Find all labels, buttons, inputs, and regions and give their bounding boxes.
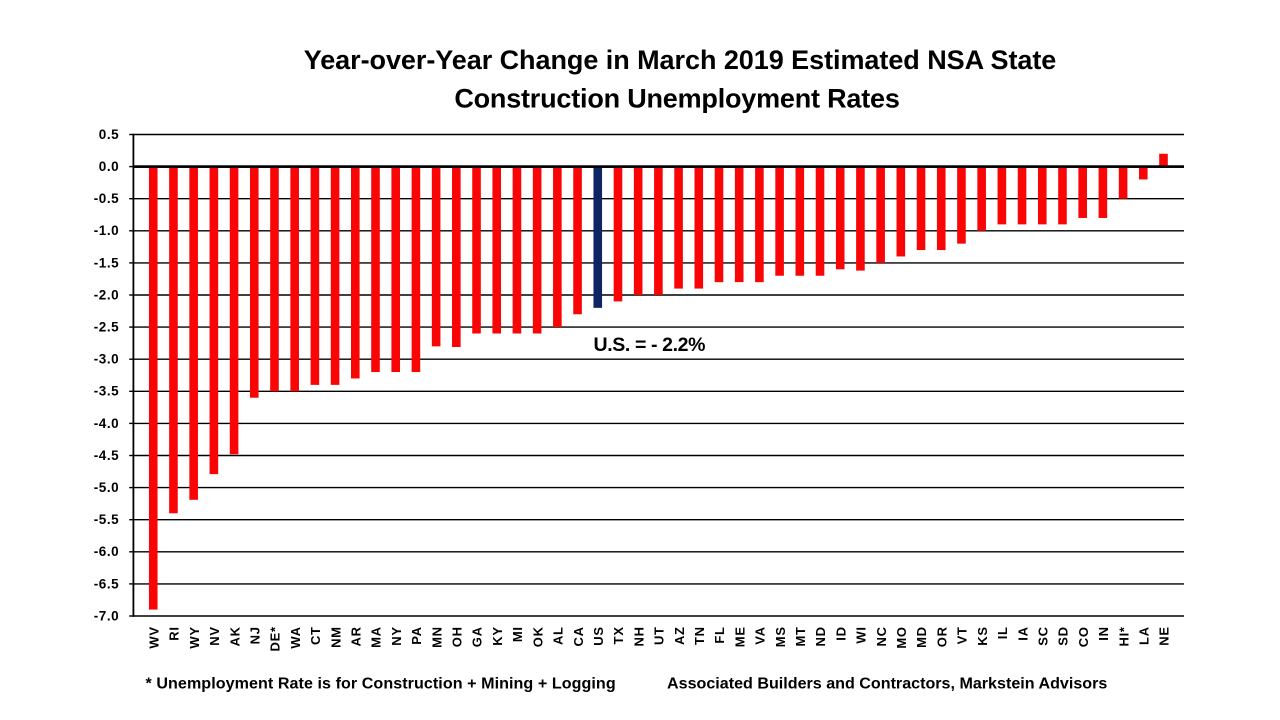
svg-text:NE: NE: [1157, 626, 1172, 645]
svg-text:IA: IA: [1015, 626, 1030, 640]
svg-text:FL: FL: [712, 626, 727, 643]
svg-text:PA: PA: [409, 626, 424, 645]
svg-text:NJ: NJ: [247, 626, 262, 644]
svg-text:OH: OH: [450, 626, 465, 647]
svg-text:MT: MT: [793, 626, 808, 646]
svg-text:Construction Unemployment Rate: Construction Unemployment Rates: [454, 84, 899, 114]
svg-text:SD: SD: [1056, 626, 1071, 645]
svg-text:VA: VA: [753, 626, 768, 645]
svg-text:UT: UT: [652, 626, 667, 645]
svg-text:-6.5: -6.5: [94, 576, 119, 591]
svg-text:WV: WV: [146, 626, 161, 648]
svg-text:WI: WI: [854, 626, 869, 643]
svg-text:-1.0: -1.0: [94, 223, 119, 238]
svg-text:-2.5: -2.5: [94, 320, 119, 335]
svg-text:MA: MA: [369, 626, 384, 648]
svg-text:TX: TX: [611, 626, 626, 644]
svg-text:IN: IN: [1096, 626, 1111, 640]
svg-text:-4.0: -4.0: [94, 416, 119, 431]
svg-text:OK: OK: [530, 626, 545, 647]
svg-text:VT: VT: [955, 626, 970, 644]
svg-text:-3.0: -3.0: [94, 352, 119, 367]
svg-text:-3.5: -3.5: [94, 384, 119, 399]
svg-text:WY: WY: [187, 626, 202, 648]
svg-text:NY: NY: [389, 626, 404, 645]
svg-text:GA: GA: [470, 626, 485, 647]
svg-text:U.S. = - 2.2%: U.S. = - 2.2%: [594, 334, 706, 356]
svg-text:KY: KY: [490, 626, 505, 645]
svg-text:CA: CA: [571, 626, 586, 646]
svg-text:CT: CT: [308, 626, 323, 645]
svg-text:ND: ND: [813, 626, 828, 646]
svg-text:NC: NC: [874, 626, 889, 646]
svg-text:HI*: HI*: [1116, 626, 1131, 646]
svg-text:MD: MD: [914, 626, 929, 648]
svg-text:-5.0: -5.0: [94, 480, 119, 495]
svg-text:US: US: [591, 626, 606, 645]
svg-text:KS: KS: [975, 626, 990, 645]
svg-text:MO: MO: [894, 626, 909, 648]
svg-text:IL: IL: [995, 626, 1010, 639]
svg-text:NH: NH: [631, 626, 646, 646]
svg-text:0.0: 0.0: [99, 159, 119, 174]
svg-text:AL: AL: [551, 626, 566, 645]
svg-text:AK: AK: [227, 626, 242, 646]
svg-text:RI: RI: [167, 626, 182, 640]
svg-text:MS: MS: [773, 626, 788, 647]
svg-text:AR: AR: [349, 626, 364, 646]
svg-text:LA: LA: [1137, 626, 1152, 645]
svg-text:Year-over-Year Change in March: Year-over-Year Change in March 2019 Esti…: [304, 45, 1057, 75]
svg-text:DE*: DE*: [268, 626, 283, 651]
svg-text:-5.5: -5.5: [94, 512, 119, 527]
svg-text:NM: NM: [328, 626, 343, 648]
svg-text:-1.5: -1.5: [94, 255, 119, 270]
svg-text:TN: TN: [692, 626, 707, 645]
svg-text:-7.0: -7.0: [94, 608, 119, 623]
svg-text:MI: MI: [510, 626, 525, 642]
svg-text:ID: ID: [833, 626, 848, 640]
svg-text:ME: ME: [732, 626, 747, 647]
svg-text:AZ: AZ: [672, 626, 687, 645]
svg-text:CO: CO: [1076, 626, 1091, 647]
svg-text:-2.0: -2.0: [94, 287, 119, 302]
svg-text:Associated Builders and Contra: Associated Builders and Contractors, Mar…: [667, 674, 1107, 692]
svg-text:0.5: 0.5: [99, 127, 119, 142]
svg-text:MN: MN: [429, 626, 444, 648]
svg-text:-0.5: -0.5: [94, 191, 119, 206]
svg-text:* Unemployment Rate is for Con: * Unemployment Rate is for Construction …: [146, 674, 616, 692]
svg-text:-6.0: -6.0: [94, 544, 119, 559]
svg-text:-4.5: -4.5: [94, 448, 119, 463]
svg-text:SC: SC: [1035, 626, 1050, 645]
svg-text:WA: WA: [288, 626, 303, 648]
svg-text:OR: OR: [934, 626, 949, 647]
svg-text:NV: NV: [207, 626, 222, 645]
